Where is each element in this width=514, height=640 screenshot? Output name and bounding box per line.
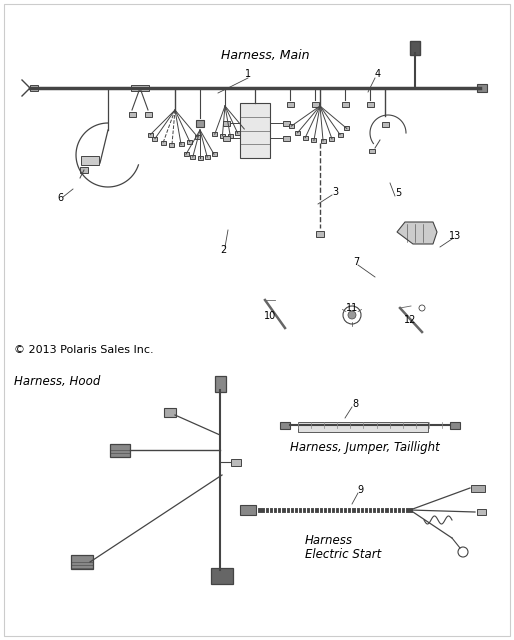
Text: Harness: Harness xyxy=(305,534,353,547)
Bar xyxy=(187,140,192,144)
Text: 13: 13 xyxy=(449,231,461,241)
Text: 12: 12 xyxy=(404,315,416,325)
Polygon shape xyxy=(397,222,437,244)
Bar xyxy=(283,136,289,141)
Bar xyxy=(196,120,204,127)
Bar xyxy=(311,138,317,143)
Bar xyxy=(289,124,294,128)
Bar xyxy=(71,555,93,569)
Text: 1: 1 xyxy=(245,69,251,79)
Bar xyxy=(211,152,216,156)
Bar xyxy=(286,102,293,106)
Bar xyxy=(164,408,176,417)
Bar xyxy=(283,120,289,125)
Bar xyxy=(242,127,247,131)
Bar xyxy=(81,156,99,164)
Bar xyxy=(223,120,229,125)
Bar xyxy=(214,376,226,392)
Bar xyxy=(153,137,157,141)
Bar xyxy=(80,167,88,173)
Bar xyxy=(450,422,460,429)
Bar xyxy=(240,103,270,158)
Bar xyxy=(316,231,324,237)
Text: 3: 3 xyxy=(332,187,338,197)
Bar xyxy=(211,568,233,584)
Bar xyxy=(235,131,240,135)
Bar xyxy=(131,85,149,91)
Bar xyxy=(311,102,319,106)
Bar xyxy=(195,135,200,139)
Text: 7: 7 xyxy=(353,257,359,267)
Bar xyxy=(341,102,348,106)
Text: © 2013 Polaris Sales Inc.: © 2013 Polaris Sales Inc. xyxy=(14,345,154,355)
Bar xyxy=(410,41,420,55)
Text: Harness, Jumper, Taillight: Harness, Jumper, Taillight xyxy=(290,442,440,454)
Bar xyxy=(338,132,342,137)
Bar xyxy=(369,149,375,153)
Text: 10: 10 xyxy=(264,311,276,321)
Bar xyxy=(110,444,130,456)
Bar xyxy=(170,143,174,147)
Text: 9: 9 xyxy=(357,485,363,495)
Text: Harness, Main: Harness, Main xyxy=(221,49,309,61)
Bar xyxy=(190,155,195,159)
Bar xyxy=(228,134,233,138)
Bar xyxy=(160,141,166,145)
Bar xyxy=(197,156,203,160)
Bar xyxy=(477,84,487,92)
Bar xyxy=(30,85,38,91)
Text: 5: 5 xyxy=(395,188,401,198)
Bar xyxy=(240,505,256,515)
Text: Harness, Hood: Harness, Hood xyxy=(14,374,100,387)
Bar xyxy=(205,155,210,159)
Circle shape xyxy=(348,311,356,319)
Bar xyxy=(183,152,189,156)
Text: 6: 6 xyxy=(57,193,63,203)
Bar xyxy=(329,137,335,141)
Bar xyxy=(295,131,300,135)
Bar xyxy=(366,102,374,106)
Text: Electric Start: Electric Start xyxy=(305,548,381,561)
Bar xyxy=(381,122,389,127)
Bar xyxy=(280,422,290,429)
Bar xyxy=(223,136,229,141)
Bar xyxy=(298,422,428,432)
Bar xyxy=(178,143,183,147)
Bar xyxy=(144,111,152,116)
Text: 2: 2 xyxy=(220,245,226,255)
Bar xyxy=(212,132,217,136)
Bar xyxy=(303,136,308,140)
Bar xyxy=(231,458,241,465)
Bar xyxy=(471,484,485,492)
Text: 8: 8 xyxy=(352,399,358,409)
Bar xyxy=(476,509,486,515)
Text: 4: 4 xyxy=(375,69,381,79)
Bar xyxy=(128,111,136,116)
Text: 11: 11 xyxy=(346,303,358,313)
Bar xyxy=(220,134,225,138)
Bar xyxy=(344,127,350,131)
Bar xyxy=(148,132,153,137)
Bar xyxy=(321,139,325,143)
